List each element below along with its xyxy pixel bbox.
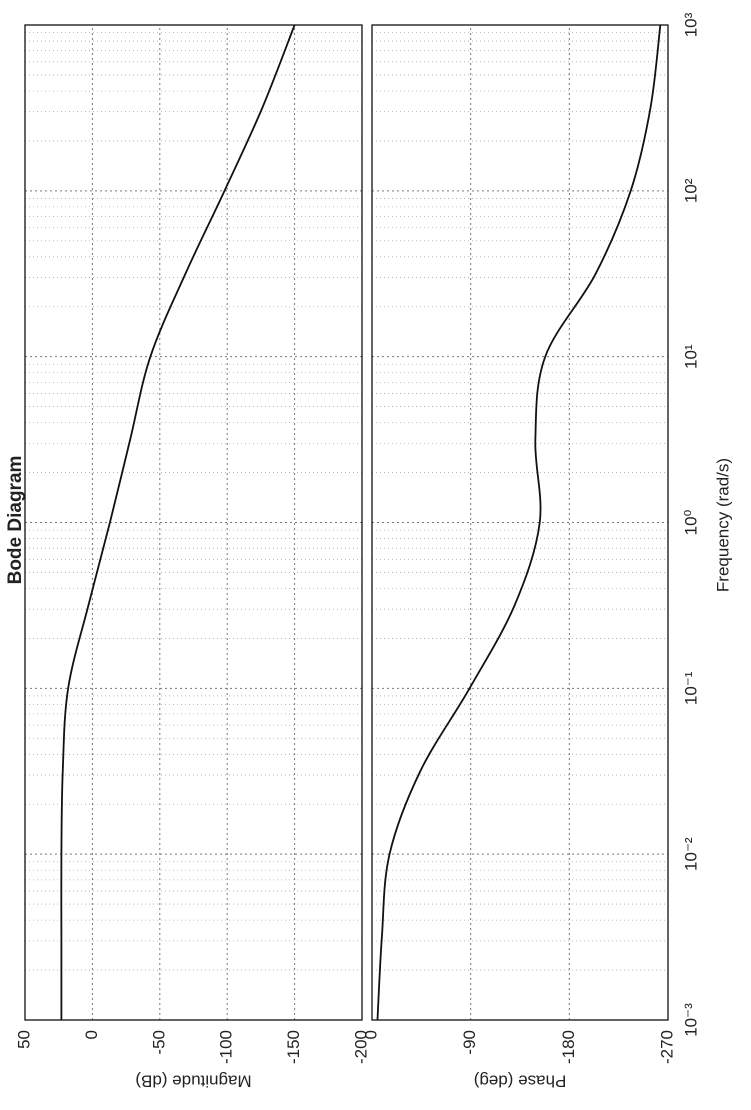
x-tick-label: 10¹ xyxy=(681,344,700,369)
y-tick-label: -270 xyxy=(657,1030,676,1064)
y-tick-label: -90 xyxy=(460,1030,479,1055)
x-tick-label: 10² xyxy=(681,178,700,203)
y-tick-label: 0 xyxy=(82,1030,101,1039)
plot-frame xyxy=(24,24,363,1021)
y-axis-label: Phase (deg) xyxy=(474,1072,567,1091)
y-tick-label: -150 xyxy=(284,1030,303,1064)
curve xyxy=(60,24,296,1020)
y-axis-label: Magnitude (dB) xyxy=(135,1072,251,1091)
y-tick-label: -50 xyxy=(149,1030,168,1055)
x-tick-label: 10⁰ xyxy=(681,509,700,535)
x-tick-label: 10³ xyxy=(681,12,700,37)
x-tick-label: 10⁻³ xyxy=(681,1003,700,1037)
y-tick-label: 0 xyxy=(361,1030,380,1039)
y-tick-label: -180 xyxy=(559,1030,578,1064)
y-tick-label: -100 xyxy=(217,1030,236,1064)
x-tick-label: 10⁻² xyxy=(681,837,700,871)
x-axis-label: Frequency (rad/s) xyxy=(713,458,732,592)
x-tick-label: 10⁻¹ xyxy=(681,671,700,705)
plot-frame xyxy=(371,24,669,1021)
y-tick-label: -200 xyxy=(351,1030,370,1064)
rotated-plot: Bode Diagram 50 0 -50 -100 -150 -200 Magnitude… xyxy=(5,12,732,1090)
chart-title: Bode Diagram xyxy=(5,456,26,585)
y-tick-label: 50 xyxy=(14,1030,33,1049)
curve xyxy=(376,24,662,1021)
